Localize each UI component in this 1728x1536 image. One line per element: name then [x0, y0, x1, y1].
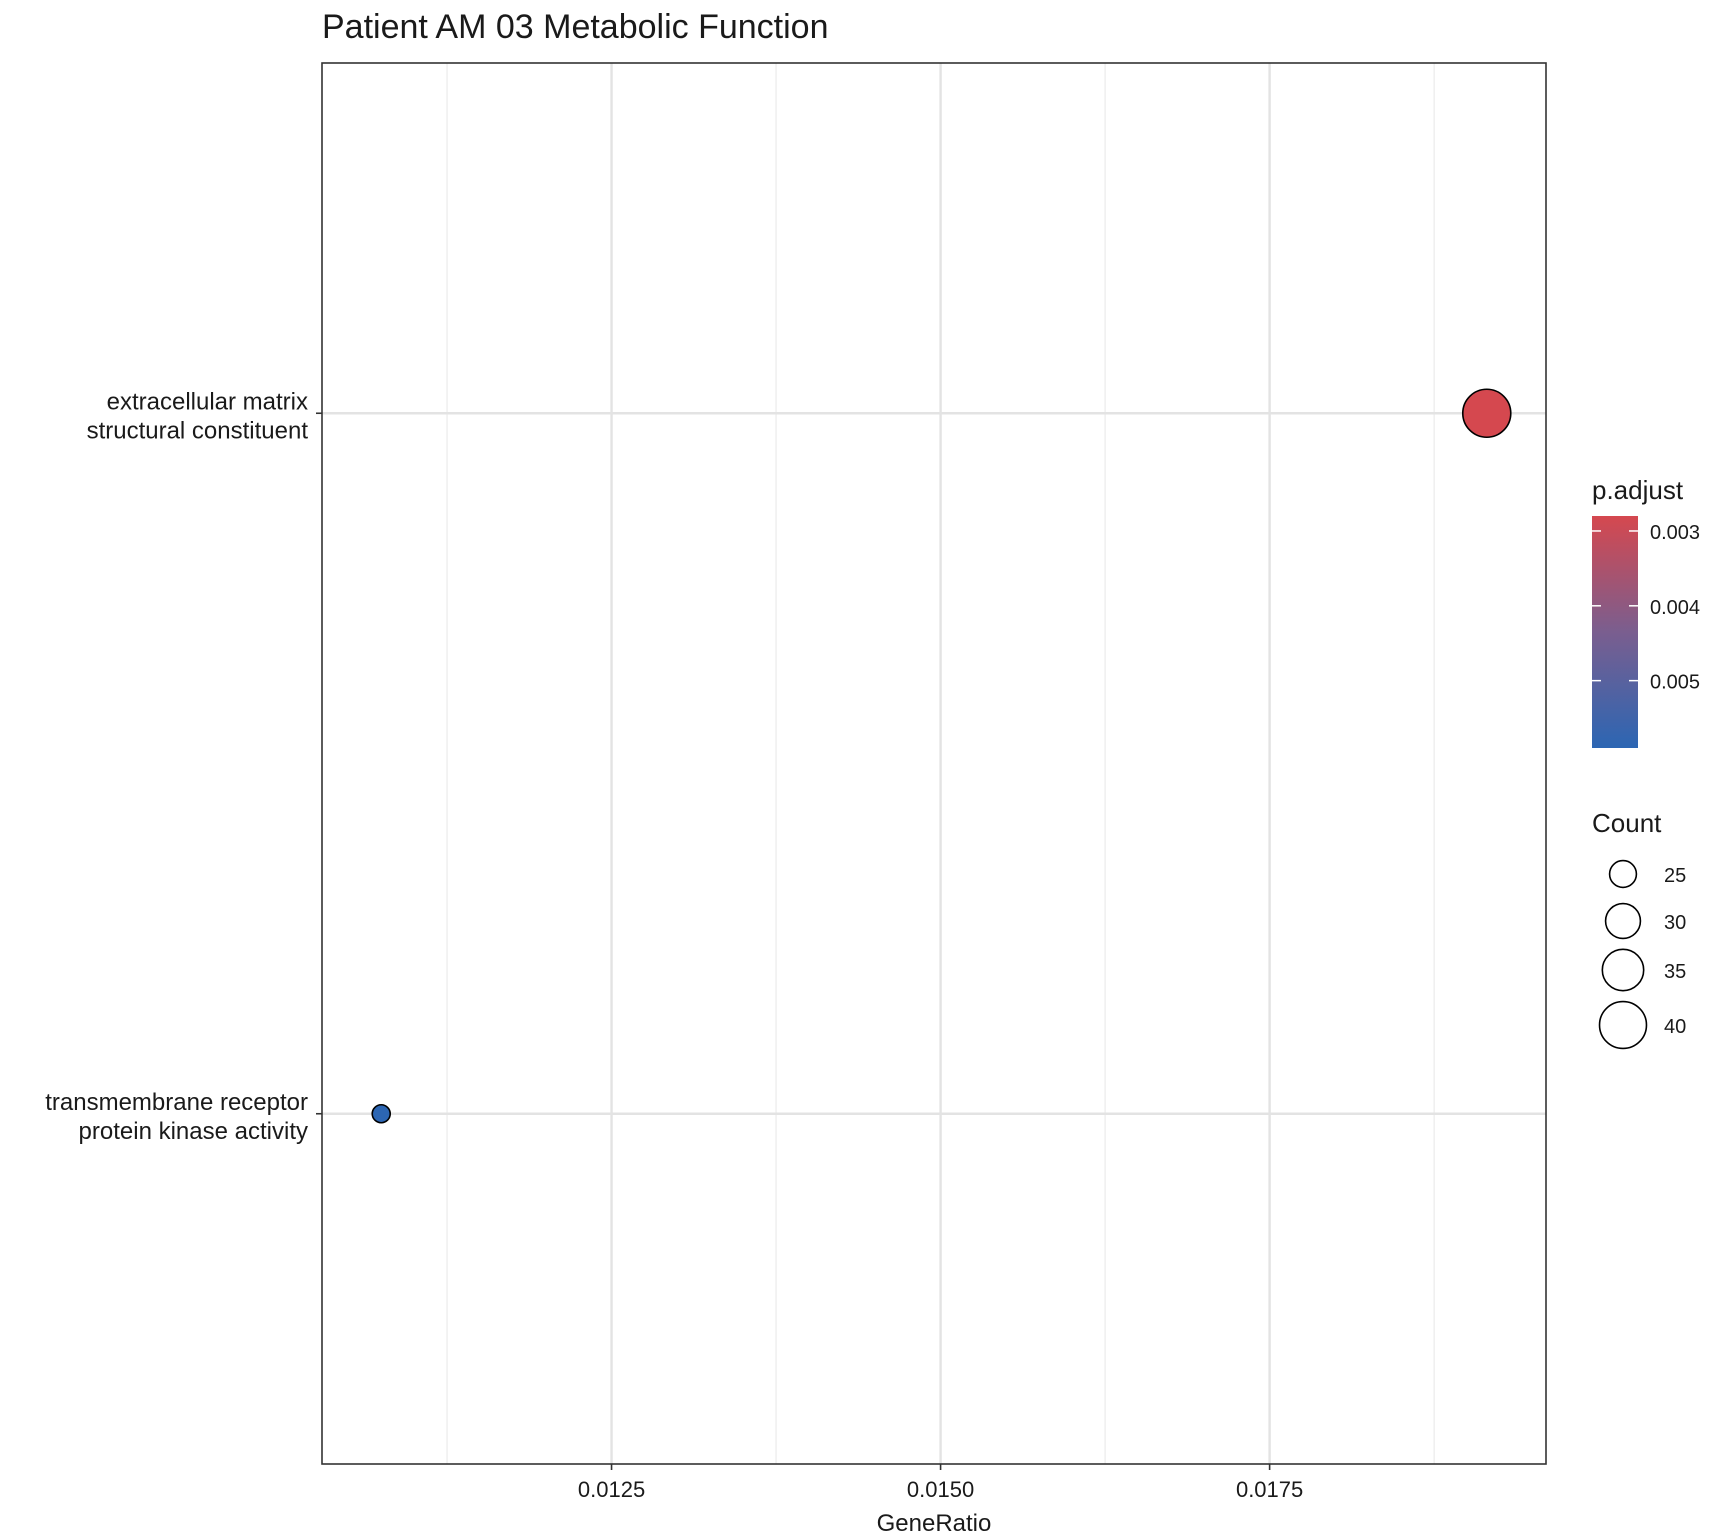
color-legend-label: 0.005	[1650, 672, 1700, 694]
color-legend: p.adjust 0.003 0.004 0.005	[1592, 475, 1700, 748]
size-legend-label: 25	[1664, 865, 1686, 887]
y-tick-label-line: protein kinase activity	[79, 1118, 308, 1145]
x-tick-label: 0.0125	[578, 1477, 645, 1502]
size-legend-label: 30	[1664, 912, 1686, 934]
plot-border	[321, 62, 1547, 1465]
plot-panel	[321, 62, 1547, 1465]
x-axis-title: GeneRatio	[877, 1510, 992, 1536]
size-legend-circle	[1598, 1000, 1648, 1050]
chart-title: Patient AM 03 Metabolic Function	[322, 8, 829, 46]
size-legend-label: 35	[1664, 961, 1686, 983]
color-legend-label: 0.004	[1650, 597, 1700, 619]
color-legend-label: 0.003	[1650, 522, 1700, 544]
size-legend-circle	[1601, 948, 1645, 992]
size-legend-label: 40	[1664, 1016, 1686, 1038]
grid-lines	[322, 63, 1546, 1464]
x-axis: 0.0125 0.0150 0.0175	[578, 1464, 1303, 1502]
y-axis: extracellular matrix structural constitue…	[45, 388, 322, 1145]
size-legend-circle	[1604, 902, 1642, 940]
y-tick-label: extracellular matrix structural constitue…	[87, 388, 309, 444]
y-tick-label-line: structural constituent	[87, 417, 309, 444]
data-point	[1461, 388, 1512, 439]
y-tick-label: transmembrane receptor protein kinase act…	[45, 1089, 308, 1145]
data-points	[371, 388, 1512, 1124]
x-tick-label: 0.0150	[907, 1477, 974, 1502]
color-legend-title: p.adjust	[1592, 475, 1684, 505]
x-tick-label: 0.0175	[1236, 1477, 1303, 1502]
size-legend: Count 25 30 35 40	[1592, 808, 1686, 1050]
size-legend-circle	[1608, 859, 1638, 889]
size-legend-title: Count	[1592, 808, 1662, 838]
data-point	[371, 1103, 392, 1124]
y-tick-label-line: extracellular matrix	[107, 388, 308, 415]
y-tick-label-line: transmembrane receptor	[45, 1089, 308, 1116]
color-legend-bar	[1592, 516, 1638, 748]
